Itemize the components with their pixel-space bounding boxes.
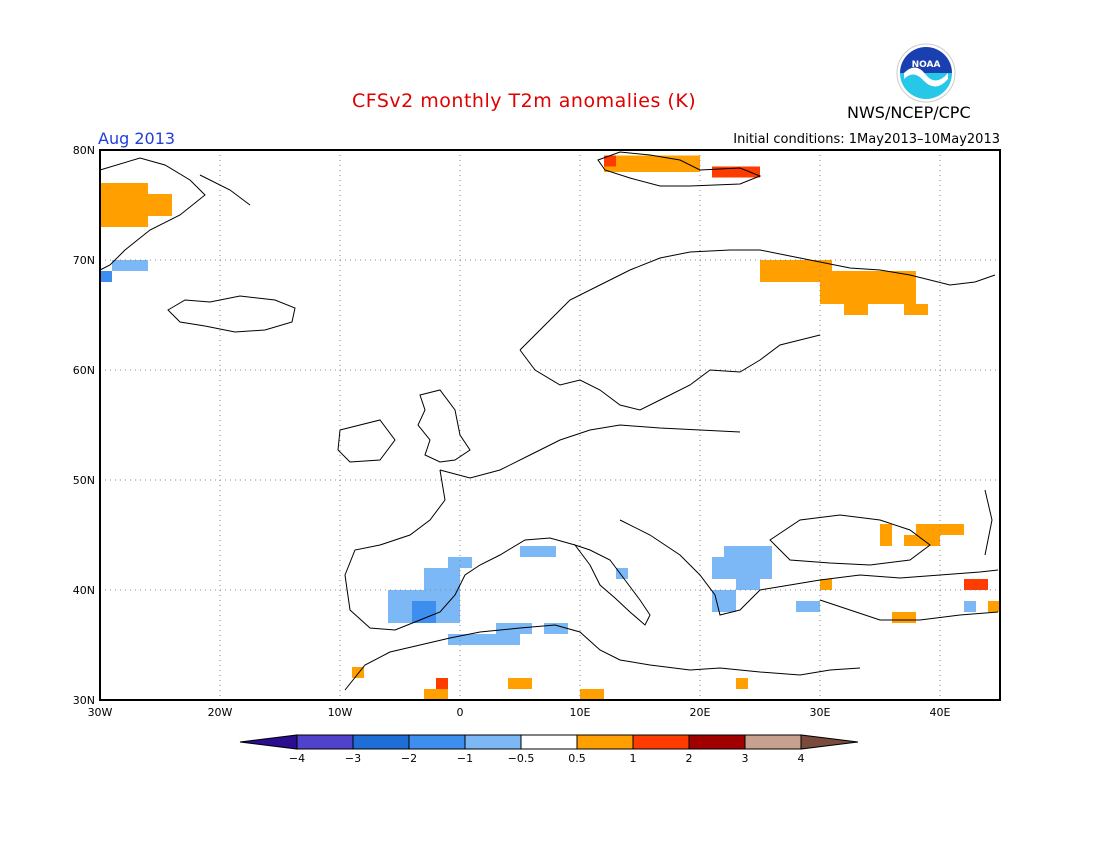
agency-label: NWS/NCEP/CPC [847,103,971,122]
anomaly-cell [988,601,1000,612]
anomaly-cell [520,546,556,557]
anomaly-cell [580,689,604,700]
longitude-tick-labels: 30W 20W 10W 0 10E 20E 30E 40E [88,706,951,719]
latitude-tick-label: 30N [73,694,95,707]
longitude-tick-label: 30E [810,706,831,719]
longitude-tick-label: 40E [930,706,951,719]
colorbar-min-arrow [239,734,298,750]
colorbar-swatch [744,734,802,750]
colorbar-tick-label: −0.5 [508,752,535,765]
colorbar-max-arrow [800,734,859,750]
anomaly-cell [904,304,928,315]
colorbar-tick-label: 1 [630,752,637,765]
anomaly-cell [424,568,460,590]
anomaly-cell [100,271,112,282]
logo-text: NOAA [912,60,941,70]
longitude-tick-label: 20W [208,706,233,719]
coastlines [99,151,999,691]
anomaly-cell [412,601,436,623]
longitude-tick-label: 10W [328,706,353,719]
latitude-tick-label: 40N [73,584,95,597]
colorbar-tick-label: 4 [798,752,805,765]
anomaly-cell [448,634,520,645]
chart-title: CFSv2 monthly T2m anomalies (K) [352,90,697,112]
colorbar-swatch [576,734,634,750]
map-grid [100,150,1000,700]
valid-month-label: Aug 2013 [98,129,176,148]
colorbar-tick-label: 2 [686,752,693,765]
anomaly-cell [616,568,628,579]
anomaly-cell [712,557,772,579]
anomaly-cell [916,524,964,535]
colorbar-swatch [296,734,354,750]
anomaly-cell [724,546,772,557]
longitude-tick-label: 30W [88,706,113,719]
colorbar-tick-label: 0.5 [568,752,586,765]
anomaly-cell [820,271,916,304]
anomaly-cell [892,612,916,623]
anomaly-cell [880,524,892,546]
colorbar-tick-label: 3 [742,752,749,765]
colorbar-swatch [520,734,578,750]
colorbar-swatch [408,734,466,750]
anomaly-cell [544,623,568,634]
anomaly-cell [112,260,148,271]
anomaly-cell [760,260,832,282]
map-frame [99,149,1001,701]
anomaly-cell [604,155,616,167]
anomaly-cells [100,155,1000,700]
latitude-tick-label: 80N [73,144,95,157]
anomaly-cell [148,194,172,216]
latitude-tick-labels: 80N 70N 60N 50N 40N 30N [73,144,95,707]
initial-conditions-label: Initial conditions: 1May2013–10May2013 [733,132,1000,147]
anomaly-cell [604,155,700,172]
longitude-tick-label: 0 [457,706,464,719]
anomaly-cell [964,579,988,590]
colorbar-swatch [464,734,522,750]
colorbar-tick-label: −4 [289,752,305,765]
anomaly-cell [904,535,940,546]
colorbar: −4 −3 −2 −1 −0.5 0.5 1 2 3 4 [239,734,859,765]
colorbar-tick-label: −1 [457,752,473,765]
anomaly-cell [844,304,868,315]
colorbar-swatch [632,734,690,750]
longitude-tick-label: 10E [570,706,591,719]
anomaly-cell [964,601,976,612]
latitude-tick-label: 60N [73,364,95,377]
latitude-tick-label: 70N [73,254,95,267]
colorbar-swatch [352,734,410,750]
anomaly-cell [736,678,748,689]
anomaly-cell [712,166,760,178]
anomaly-cell [796,601,820,612]
colorbar-tick-label: −3 [345,752,361,765]
anomaly-cell [352,667,364,678]
noaa-logo-icon: NOAA [896,43,956,103]
anomaly-cell [736,579,760,590]
anomaly-cell [820,579,832,590]
anomaly-cell [100,183,148,227]
anomaly-cell [436,678,448,689]
anomaly-cell [508,678,532,689]
latitude-tick-label: 50N [73,474,95,487]
colorbar-swatch [688,734,746,750]
longitude-tick-label: 20E [690,706,711,719]
colorbar-tick-label: −2 [401,752,417,765]
anomaly-cell [424,689,448,700]
anomaly-cell [448,557,472,568]
anomaly-cell [712,590,736,612]
